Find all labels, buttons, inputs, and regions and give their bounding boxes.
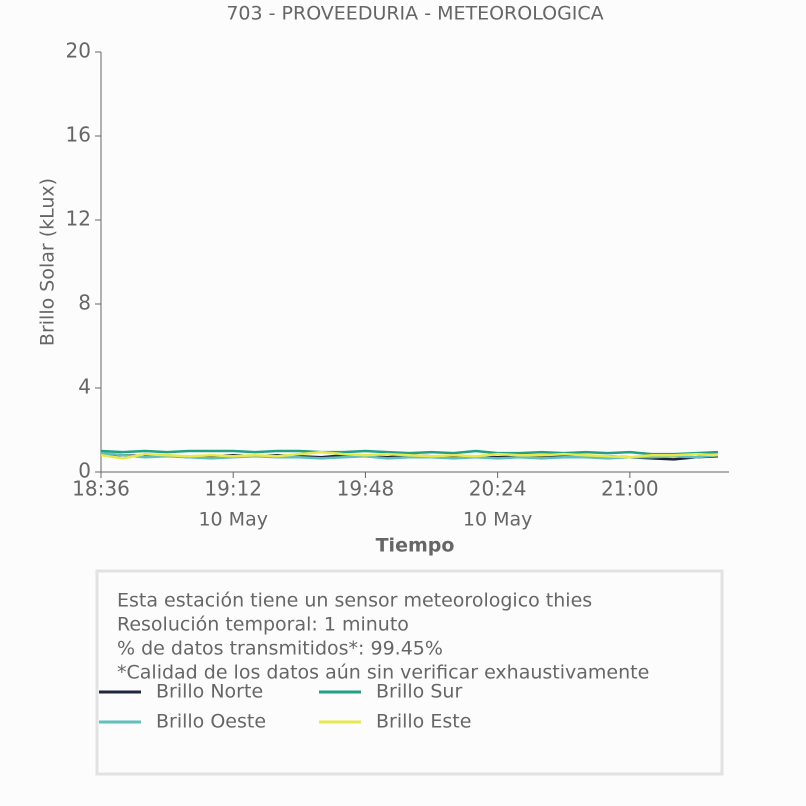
y-tick-label: 8	[78, 291, 91, 315]
y-tick-label: 20	[66, 39, 91, 63]
info-line: Esta estación tiene un sensor meteorolog…	[117, 590, 592, 612]
y-tick-label: 0	[78, 459, 91, 483]
info-box	[95, 569, 724, 776]
series-line	[100, 451, 719, 460]
series-line	[100, 449, 719, 456]
y-tick-label: 16	[66, 123, 91, 147]
y-axis-label: Brillo Solar (kLux)	[37, 178, 59, 346]
info-line: % de datos transmitidos*: 99.45%	[117, 638, 443, 660]
legend-label: Brillo Sur	[376, 681, 462, 703]
x-tick-label: 19:12	[204, 477, 262, 501]
legend-label: Brillo Este	[376, 711, 471, 733]
x-tick-label: 18:36	[72, 477, 130, 501]
legend-label: Brillo Oeste	[156, 711, 266, 733]
chart-title: 703 - PROVEEDURIA - METEOROLOGICA	[226, 3, 603, 25]
info-line: Resolución temporal: 1 minuto	[117, 614, 409, 636]
x-tick-label: 19:48	[337, 477, 395, 501]
x-tick-sublabel: 10 May	[198, 509, 268, 531]
y-tick-label: 12	[66, 207, 91, 231]
x-tick-label: 20:24	[469, 477, 527, 501]
x-tick-sublabel: 10 May	[463, 509, 533, 531]
series-line	[100, 450, 719, 460]
y-tick-label: 4	[78, 375, 91, 399]
x-axis-label: Tiempo	[376, 535, 455, 557]
info-line: *Calidad de los datos aún sin verificar …	[117, 662, 649, 684]
x-tick-label: 21:00	[601, 477, 659, 501]
legend-label: Brillo Norte	[156, 681, 263, 703]
